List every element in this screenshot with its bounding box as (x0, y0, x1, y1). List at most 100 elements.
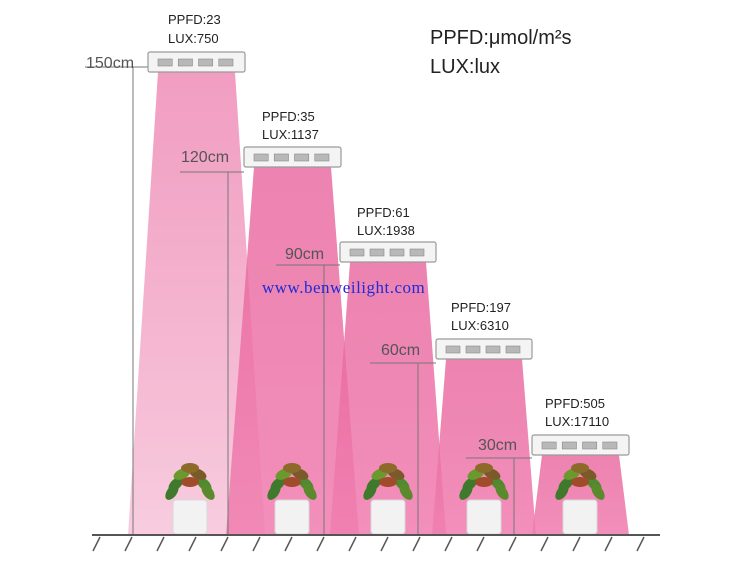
ground-hatch (92, 536, 101, 552)
leaf (379, 463, 397, 473)
height-label-120: 120cm (181, 149, 230, 166)
ground-hatch (604, 536, 613, 552)
led-module (445, 345, 461, 354)
led-module (541, 441, 557, 450)
leaf (165, 484, 179, 500)
height-label-150: 150cm (86, 55, 135, 72)
pot (370, 499, 406, 535)
led-module (505, 345, 521, 354)
leaf (181, 477, 199, 487)
ground-hatch (156, 536, 165, 552)
ground-hatch (508, 536, 517, 552)
leaf (379, 477, 397, 487)
leaf (399, 484, 413, 500)
website-watermark: www.benweilight.com (262, 278, 426, 297)
leaf (363, 484, 377, 500)
ppfd-label-120: PPFD:35 (262, 109, 315, 124)
lux-label-90: LUX:1938 (357, 223, 415, 238)
grow-light-60 (435, 338, 533, 360)
lux-label-60: LUX:6310 (451, 318, 509, 333)
lux-label-30: LUX:17110 (545, 414, 610, 429)
ground-hatch (444, 536, 453, 552)
grow-light-150 (147, 51, 246, 73)
potted-plant-150 (165, 463, 215, 535)
ground-hatch (124, 536, 133, 552)
ground-hatch (188, 536, 197, 552)
leaf (555, 484, 569, 500)
led-module (294, 153, 310, 162)
potted-plant-120 (267, 463, 317, 535)
height-label-90: 90cm (285, 246, 325, 263)
ppfd-label-150: PPFD:23 (168, 12, 221, 27)
height-label-30: 30cm (478, 437, 518, 454)
leaf (475, 477, 493, 487)
led-module (198, 58, 214, 67)
led-module (602, 441, 618, 450)
lux-label-120: LUX:1137 (262, 127, 319, 142)
leaf (267, 484, 281, 500)
leaf (303, 484, 317, 500)
pot (274, 499, 310, 535)
grow-light-30 (531, 434, 630, 456)
ground-hatch (284, 536, 293, 552)
light-beam-60 (432, 359, 536, 535)
pot (562, 499, 598, 535)
led-module (369, 248, 385, 257)
light-beam-120 (226, 167, 359, 535)
leaf (475, 463, 493, 473)
ground-hatch (220, 536, 229, 552)
ground-hatch (412, 536, 421, 552)
lamp-body (339, 241, 437, 263)
led-module (349, 248, 365, 257)
lamp-body (243, 146, 342, 168)
lamp-body (147, 51, 246, 73)
potted-plant-60 (459, 463, 509, 535)
ground-hatch (380, 536, 389, 552)
leaf (283, 463, 301, 473)
pot (466, 499, 502, 535)
ground-hatch (252, 536, 261, 552)
led-module (465, 345, 481, 354)
potted-plant-90 (363, 463, 413, 535)
led-module (253, 153, 269, 162)
leaf (181, 463, 199, 473)
lux-label-150: LUX:750 (168, 31, 219, 46)
led-module (561, 441, 577, 450)
lux-unit-label: LUX:lux (430, 56, 501, 78)
light-beam-150 (128, 72, 265, 535)
light-beam-90 (330, 262, 446, 535)
led-module (273, 153, 289, 162)
led-module (389, 248, 405, 257)
led-module (582, 441, 598, 450)
ppfd-label-90: PPFD:61 (357, 205, 410, 220)
ground-hatch (476, 536, 485, 552)
leaf (283, 477, 301, 487)
ground-hatch (348, 536, 357, 552)
ppfd-label-60: PPFD:197 (451, 300, 511, 315)
led-module (409, 248, 425, 257)
led-module (177, 58, 193, 67)
led-module (157, 58, 173, 67)
grow-light-90 (339, 241, 437, 263)
lamp-body (435, 338, 533, 360)
leaf (591, 484, 605, 500)
potted-plant-30 (555, 463, 605, 535)
leaf (571, 477, 589, 487)
leaf (495, 484, 509, 500)
pot (172, 499, 208, 535)
ground-hatch (540, 536, 549, 552)
grow-light-120 (243, 146, 342, 168)
leaf (201, 484, 215, 500)
led-module (218, 58, 234, 67)
led-module (314, 153, 330, 162)
ground-hatch (316, 536, 325, 552)
ground-hatch (636, 536, 645, 552)
lamp-body (531, 434, 630, 456)
ppfd-label-30: PPFD:505 (545, 396, 605, 411)
ppfd-unit-label: PPFD:μmol/m²s (430, 27, 572, 49)
leaf (571, 463, 589, 473)
ground-hatch (572, 536, 581, 552)
led-module (485, 345, 501, 354)
